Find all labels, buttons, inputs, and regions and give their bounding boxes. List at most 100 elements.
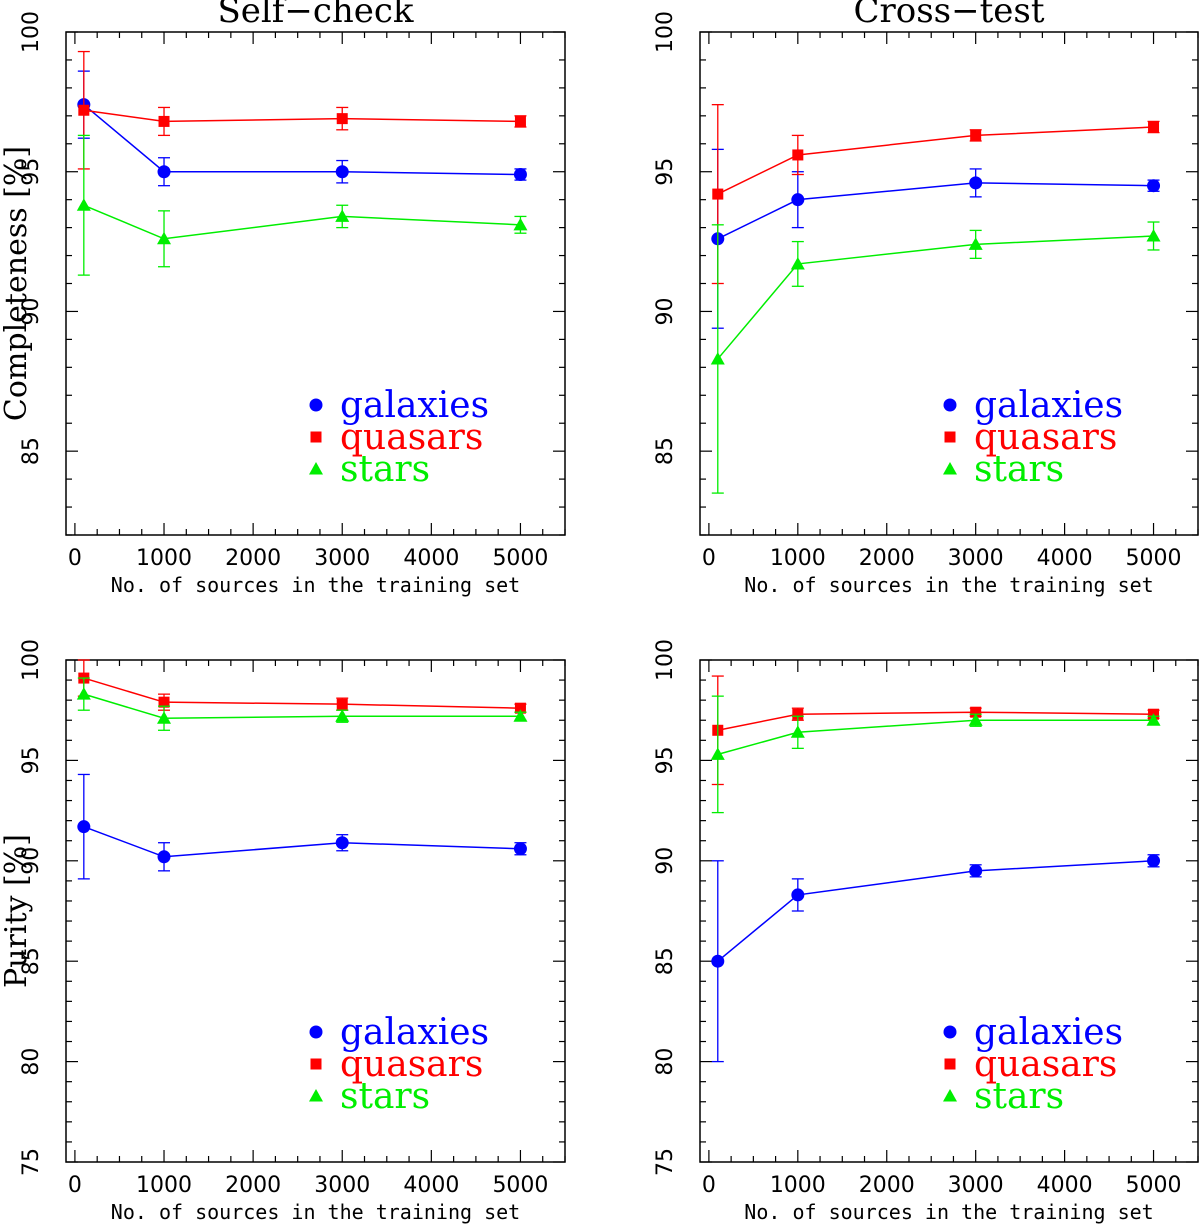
x-axis-label: No. of sources in the training set	[744, 1200, 1153, 1224]
legend-label-galaxies: galaxies	[340, 1012, 489, 1053]
panel-3: 0 1000 2000 3000 4000 5000 75 80 85 90 95 100 No. of…	[0, 639, 566, 1224]
legend-marker-galaxies	[309, 398, 323, 412]
data-point	[335, 709, 350, 722]
legend-label-galaxies: galaxies	[974, 1012, 1123, 1053]
x-tick-label: 2000	[225, 1173, 281, 1198]
data-point	[158, 115, 170, 127]
x-tick-label: 0	[68, 1173, 82, 1198]
data-point	[968, 713, 983, 726]
legend-label-stars: stars	[340, 1076, 430, 1117]
series-galaxies	[711, 854, 1161, 1063]
data-point	[513, 168, 527, 182]
data-point	[513, 217, 528, 231]
legend-marker-galaxies	[309, 1025, 323, 1039]
x-tick-label: 1000	[770, 1173, 826, 1198]
data-point	[1147, 854, 1161, 868]
panel-4: 0 1000 2000 3000 4000 5000 75 80 85 90 95 100 No. of…	[653, 639, 1199, 1224]
series-quasars	[711, 104, 1160, 285]
legend-marker-stars	[943, 1089, 957, 1102]
panel-1: 0 1000 2000 3000 4000 5000 85 90 95 100 Self−check…	[0, 0, 566, 597]
series-stars	[76, 677, 528, 731]
series-quasars	[711, 675, 1160, 786]
data-point	[78, 104, 90, 116]
series-line	[717, 126, 1154, 195]
y-tick-label: 95	[653, 746, 678, 774]
panel-2: 0 1000 2000 3000 4000 5000 85 90 95 100 Cross−test…	[653, 0, 1199, 597]
x-axis-label: No. of sources in the training set	[111, 573, 520, 597]
data-point	[157, 231, 172, 245]
x-tick-label: 4000	[403, 546, 459, 571]
y-tick-label: 80	[653, 1048, 678, 1076]
data-point	[76, 687, 91, 700]
data-point	[513, 709, 528, 722]
x-tick-label: 5000	[492, 546, 548, 571]
series-quasars	[77, 50, 527, 170]
data-point	[77, 820, 91, 834]
plot-frame	[65, 659, 566, 1163]
data-point	[710, 351, 725, 365]
data-point	[970, 706, 982, 718]
x-tick-label: 3000	[948, 546, 1004, 571]
y-tick-label: 90	[653, 297, 678, 325]
data-point	[791, 888, 805, 902]
x-tick-label: 4000	[1037, 1173, 1093, 1198]
series-line	[83, 104, 521, 176]
y-tick-label: 95	[653, 158, 678, 186]
y-tick-label: 100	[653, 639, 678, 681]
legend-marker-galaxies	[943, 398, 957, 412]
series-line	[717, 711, 1154, 732]
series-galaxies	[77, 70, 527, 187]
data-point	[1148, 121, 1160, 133]
y-tick-label: 85	[653, 947, 678, 975]
y-tick-label: 100	[19, 639, 44, 681]
series-line	[717, 235, 1154, 360]
y-tick-label: 90	[19, 847, 44, 875]
series-line	[717, 182, 1154, 240]
data-point	[157, 850, 171, 864]
plot-frame	[699, 31, 1199, 536]
legend-label-quasars: quasars	[974, 417, 1117, 458]
legend-marker-quasars	[310, 1058, 322, 1070]
data-point	[513, 842, 527, 856]
plot-frame	[65, 31, 566, 536]
data-point	[1147, 179, 1161, 193]
data-point	[335, 209, 350, 222]
series-galaxies	[77, 773, 527, 880]
y-tick-label: 90	[19, 297, 44, 325]
data-point	[969, 864, 983, 878]
series-quasars	[77, 659, 527, 714]
series-stars	[710, 221, 1161, 494]
y-tick-label: 90	[653, 847, 678, 875]
legend-marker-stars	[309, 462, 323, 475]
chart-title: Cross−test	[853, 0, 1044, 31]
data-point	[711, 954, 725, 968]
legend-label-quasars: quasars	[340, 417, 483, 458]
legend-marker-galaxies	[943, 1025, 957, 1039]
x-tick-label: 3000	[314, 1173, 370, 1198]
data-point	[790, 725, 805, 738]
data-point	[157, 711, 172, 724]
series-line	[717, 719, 1154, 756]
data-point	[791, 193, 805, 207]
y-axis-label: Completeness [%]	[0, 146, 34, 421]
series-line	[83, 109, 521, 123]
x-axis-label: No. of sources in the training set	[744, 573, 1153, 597]
x-tick-label: 5000	[492, 1173, 548, 1198]
data-point	[336, 698, 348, 710]
legend-label-stars: stars	[974, 449, 1064, 490]
series-stars	[76, 134, 528, 276]
data-point	[792, 149, 804, 161]
y-tick-label: 100	[19, 11, 44, 53]
data-point	[335, 165, 349, 179]
y-tick-label: 75	[19, 1148, 44, 1176]
data-point	[790, 256, 805, 270]
x-tick-label: 5000	[1126, 546, 1182, 571]
x-tick-label: 1000	[136, 1173, 192, 1198]
series-line	[717, 860, 1154, 962]
x-tick-label: 3000	[948, 1173, 1004, 1198]
data-point	[76, 198, 91, 211]
legend-label-galaxies: galaxies	[340, 385, 489, 426]
y-tick-label: 95	[19, 746, 44, 774]
data-point	[970, 129, 982, 141]
x-tick-label: 1000	[136, 546, 192, 571]
